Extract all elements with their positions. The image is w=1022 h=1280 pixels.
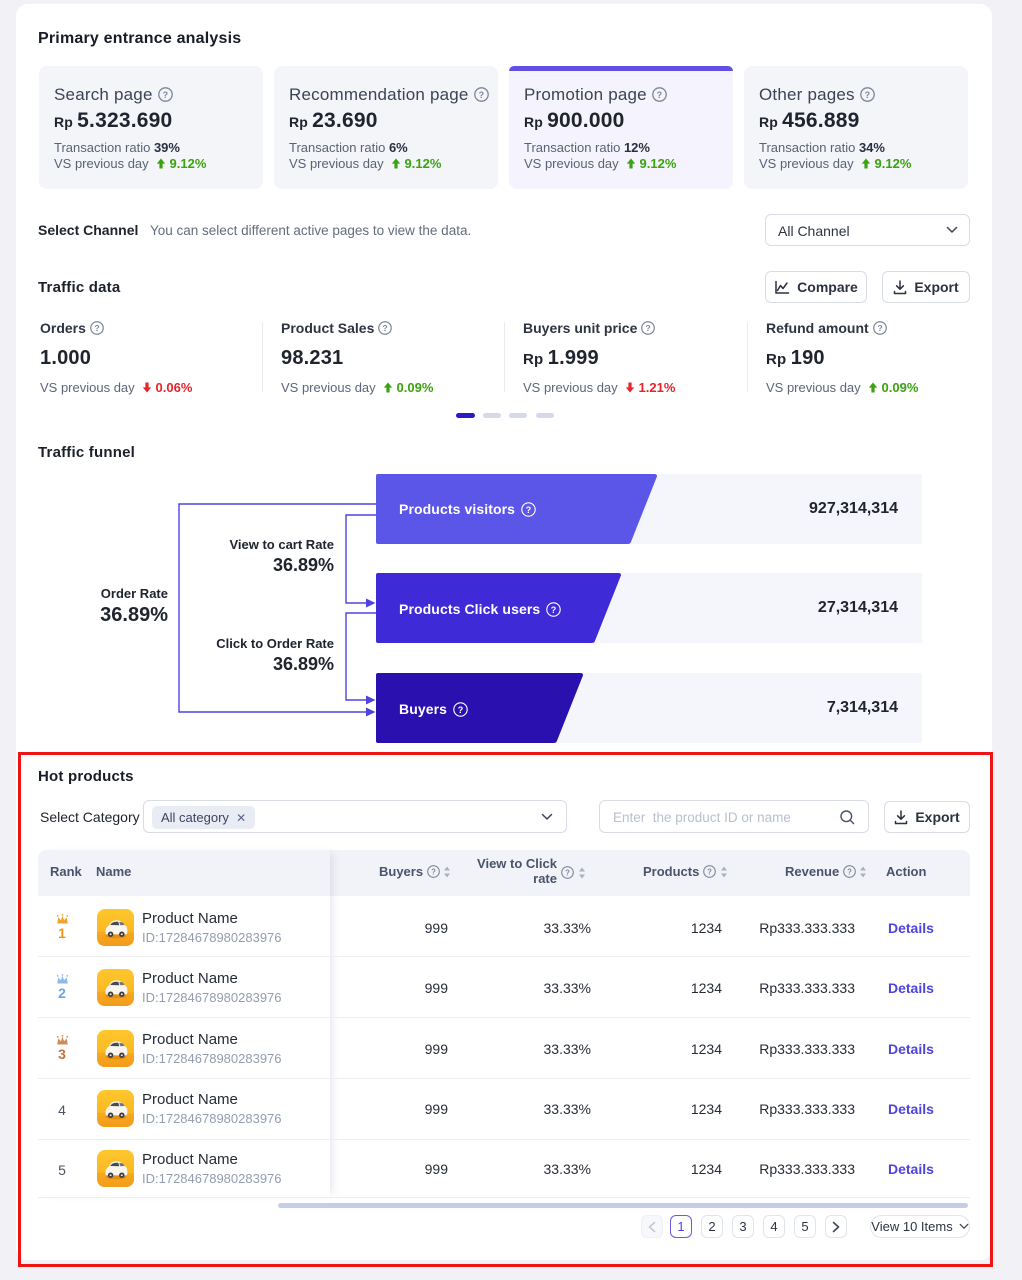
svg-text:?: ? xyxy=(94,323,99,333)
svg-text:?: ? xyxy=(526,504,532,514)
svg-text:?: ? xyxy=(847,867,852,876)
svg-text:?: ? xyxy=(565,868,570,877)
svg-text:?: ? xyxy=(864,90,870,100)
svg-text:?: ? xyxy=(383,323,388,333)
svg-text:?: ? xyxy=(162,90,168,100)
svg-text:?: ? xyxy=(458,704,464,714)
svg-text:?: ? xyxy=(656,90,662,100)
svg-text:?: ? xyxy=(646,323,651,333)
svg-text:?: ? xyxy=(478,90,484,100)
svg-text:?: ? xyxy=(877,323,882,333)
svg-text:?: ? xyxy=(551,604,557,614)
svg-text:?: ? xyxy=(431,867,436,876)
svg-text:?: ? xyxy=(707,867,712,876)
